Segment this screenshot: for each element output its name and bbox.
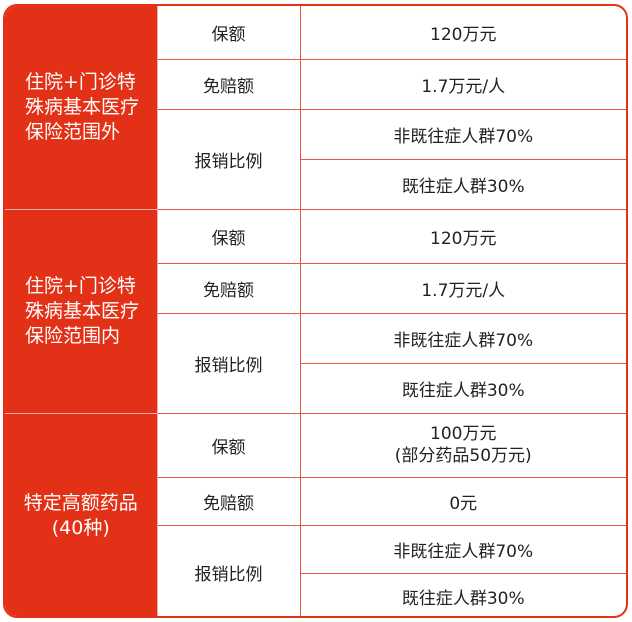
section-title: 住院+门诊特殊病基本医疗保险范围外	[5, 6, 158, 210]
coverage-amount: 100万元	[430, 424, 497, 444]
deductible-value: 1.7万元/人	[299, 262, 626, 314]
ratio-label: 报销比例	[156, 312, 301, 414]
ratio-value: 非既往症人群70%	[299, 108, 626, 160]
ratio-value: 既往症人群30%	[299, 572, 626, 616]
deductible-label: 免赔额	[156, 476, 301, 526]
deductible-label: 免赔额	[156, 58, 301, 110]
ratio-label: 报销比例	[156, 108, 301, 210]
coverage-note: (部分药品50万元)	[394, 446, 532, 466]
section-title: 住院+门诊特殊病基本医疗保险范围内	[5, 208, 158, 414]
deductible-value: 1.7万元/人	[299, 58, 626, 110]
deductible-label: 免赔额	[156, 262, 301, 314]
ratio-value: 非既往症人群70%	[299, 312, 626, 364]
coverage-table: 住院+门诊特殊病基本医疗保险范围外 保额 120万元 免赔额 1.7万元/人 报…	[3, 4, 628, 618]
coverage-label: 保额	[156, 6, 301, 60]
section-title-sub: (40种)	[51, 517, 110, 539]
section-title-main: 特定高额药品	[23, 492, 138, 514]
coverage-value: 120万元	[299, 6, 626, 60]
coverage-value: 100万元 (部分药品50万元)	[299, 412, 626, 478]
section-title: 特定高额药品 (40种)	[5, 412, 158, 616]
ratio-value: 非既往症人群70%	[299, 524, 626, 574]
coverage-label: 保额	[156, 412, 301, 478]
coverage-label: 保额	[156, 208, 301, 264]
ratio-value: 既往症人群30%	[299, 158, 626, 210]
deductible-value: 0元	[299, 476, 626, 526]
ratio-value: 既往症人群30%	[299, 362, 626, 414]
coverage-value: 120万元	[299, 208, 626, 264]
ratio-label: 报销比例	[156, 524, 301, 616]
